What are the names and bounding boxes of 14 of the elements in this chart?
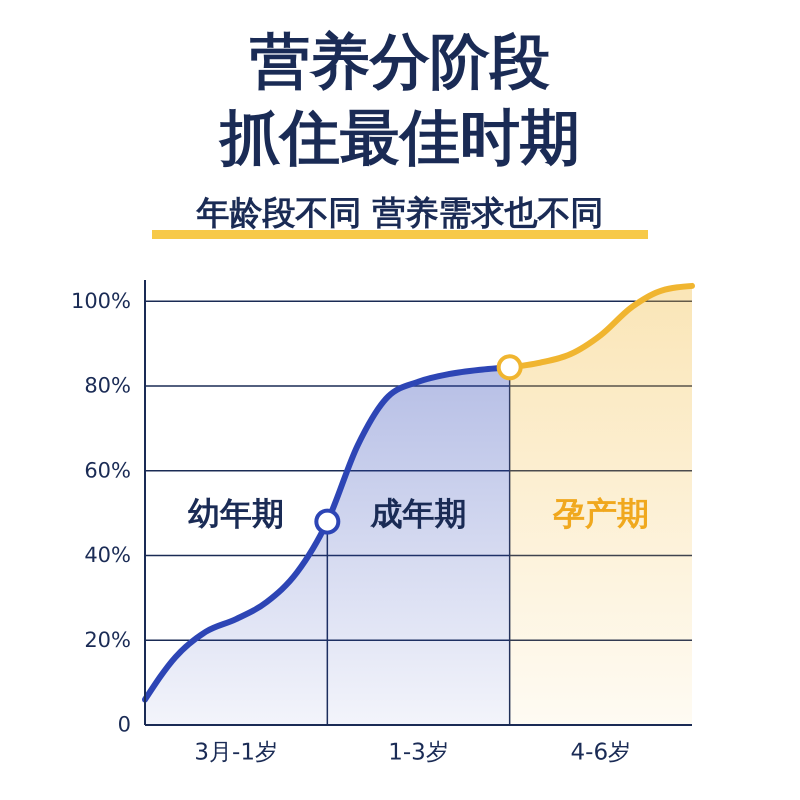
y-tick-label: 20% xyxy=(84,628,131,652)
annotation: 幼年期 xyxy=(188,494,284,532)
chart-subtitle: 年龄段不同 营养需求也不同 xyxy=(195,193,604,232)
y-tick-label: 60% xyxy=(84,458,131,482)
x-tick-label: 4-6岁 xyxy=(570,739,632,766)
annotation: 成年期 xyxy=(370,494,466,532)
annotation: 孕产期 xyxy=(552,494,649,532)
y-tick-label: 80% xyxy=(84,374,131,398)
y-tick-label: 40% xyxy=(84,543,131,568)
chart-title: 营养分阶段抓住最佳时期 xyxy=(218,27,580,173)
y-tick-label: 100% xyxy=(70,288,131,313)
x-tick-label: 3月-1岁 xyxy=(194,739,278,766)
x-tick-label: 1-3岁 xyxy=(388,739,449,766)
y-tick-label: 0 xyxy=(118,712,131,737)
